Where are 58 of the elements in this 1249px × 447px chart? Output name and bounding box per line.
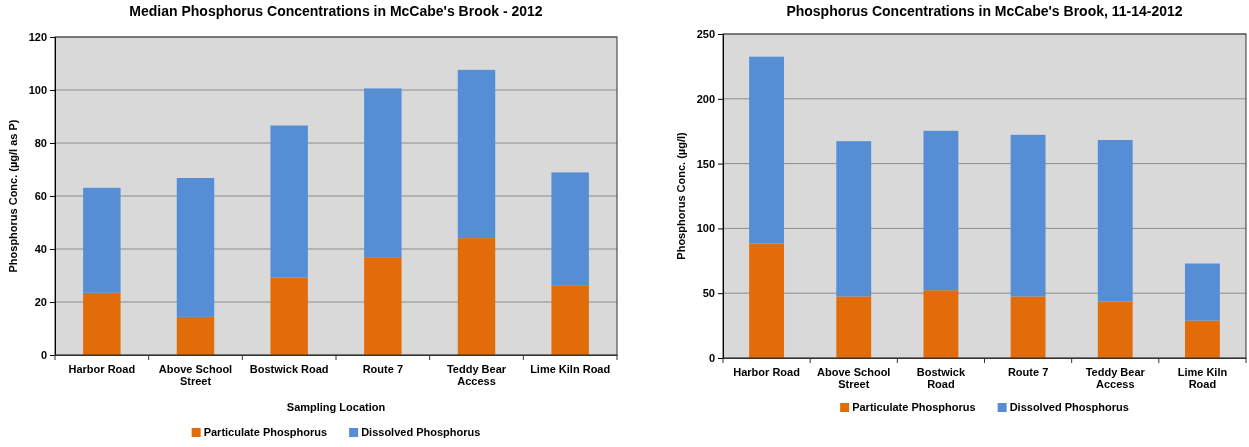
y-tick-label: 120 (28, 31, 47, 44)
bar (551, 172, 589, 286)
bar (1184, 320, 1220, 358)
legend-label: Particulate Phosphorus (852, 401, 976, 413)
chart-title: Phosphorus Concentrations in McCabe's Brook, 11-14-2012 (786, 3, 1183, 19)
bar (364, 257, 402, 355)
x-tick-label: Above School Street (817, 365, 891, 391)
bar (836, 296, 872, 358)
y-tick-label: 250 (696, 28, 715, 41)
bar (83, 187, 121, 293)
chart-title: Median Phosphorus Concentrations in McCabe's Brook - 2012 (129, 3, 543, 19)
x-tick-label: Route 7 (362, 362, 404, 375)
bar (364, 88, 402, 258)
bar (551, 285, 589, 355)
x-tick-label: Lime Kiln Road (530, 362, 611, 375)
legend-label: Dissolved Phosphorus (1009, 401, 1129, 413)
bar (923, 290, 959, 358)
bar (923, 130, 959, 291)
legend-label: Particulate Phosphorus (203, 426, 328, 438)
bar (83, 292, 121, 355)
y-tick-label: 80 (34, 137, 47, 150)
bar (749, 56, 785, 244)
bar (836, 141, 872, 297)
bar (1010, 296, 1046, 358)
bar (749, 243, 785, 358)
y-tick-label: 100 (28, 84, 47, 97)
y-tick-label: 150 (696, 157, 715, 170)
y-tick-label: 40 (34, 243, 47, 256)
x-tick-label: Bostwick Road (249, 362, 329, 375)
bar (270, 277, 308, 355)
y-axis-title: Phosphorus Conc. (µg/l) (675, 132, 687, 260)
y-tick-label: 0 (708, 352, 715, 365)
bar (176, 316, 215, 355)
y-tick-label: 60 (34, 190, 47, 203)
y-tick-label: 50 (702, 287, 715, 300)
x-axis-title: Sampling Location (286, 401, 386, 413)
y-tick-label: 0 (40, 349, 47, 362)
x-tick-label: Teddy Bear Access (446, 362, 507, 388)
bar (270, 125, 308, 278)
legend-label: Dissolved Phosphorus (361, 426, 481, 438)
bar (1010, 134, 1046, 297)
x-tick-label: Bostwick Road (916, 365, 966, 391)
x-tick-label: Above School Street (158, 362, 233, 388)
y-axis-title: Phosphorus Conc. (µg/l as P) (7, 119, 19, 273)
y-tick-label: 20 (34, 296, 47, 309)
y-tick-label: 200 (696, 92, 715, 105)
bar (457, 69, 496, 239)
bar (1097, 301, 1133, 358)
x-tick-label: Harbor Road (68, 362, 136, 375)
bar (1097, 140, 1133, 302)
bar (1184, 263, 1220, 321)
x-tick-label: Route 7 (1007, 365, 1049, 378)
x-tick-label: Harbor Road (733, 365, 800, 378)
bar (176, 177, 215, 317)
x-tick-label: Teddy Bear Access (1085, 365, 1146, 391)
y-tick-label: 100 (696, 222, 715, 235)
bar (457, 238, 496, 355)
x-tick-label: Lime Kiln Road (1177, 365, 1228, 391)
